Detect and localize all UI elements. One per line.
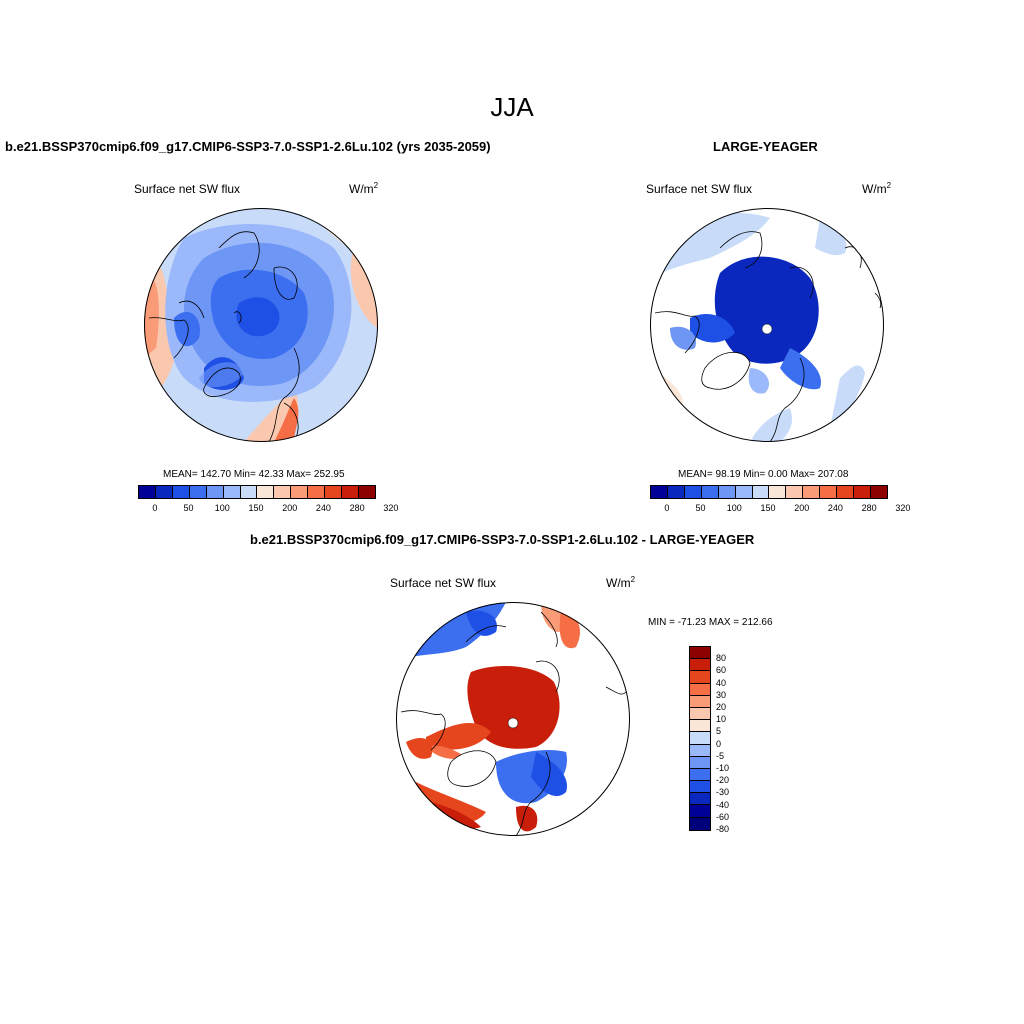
panel2-colorbar-tick-label: 280 [861, 503, 877, 513]
panel3-minmax: MIN = -71.23 MAX = 212.66 [648, 617, 773, 628]
panel1-colorbar-tick-label: 280 [349, 503, 365, 513]
panel1-colorbar-tick-label: 320 [383, 503, 399, 513]
panel3-colorbar-tick-label: 40 [716, 677, 727, 688]
panel3-colorbar-tick-label: 60 [716, 665, 727, 676]
panel3-colorbar-ticks: 80 60 40 30 20 10 5 0 -5 -10 -20 -30 -40 -60 -80 [716, 646, 756, 842]
panel2-stats: MEAN= 98.19 Min= 0.00 Max= 207.08 [678, 469, 849, 480]
panel3-colorbar-cell [690, 781, 710, 794]
panel3-title: b.e21.BSSP370cmip6.f09_g17.CMIP6-SSP3-7.… [250, 532, 755, 547]
main-title: JJA [490, 92, 534, 122]
panel1-colorbar-cell [291, 486, 309, 498]
panel2-units-label: W/m2 [862, 181, 892, 196]
panel2-colorbar-cell [803, 486, 821, 498]
panel1-colorbar [138, 485, 376, 499]
panel1-colorbar-cell [172, 486, 190, 498]
panel2-colorbar-tick-label: 100 [726, 503, 742, 513]
panel1-colorbar-cell [358, 486, 375, 498]
panel1-colorbar-tick-label: 0 [152, 503, 158, 513]
panel2-colorbar-cell [752, 486, 770, 498]
panel2-colorbar-cell [786, 486, 804, 498]
panel3-colorbar-cell [690, 732, 710, 745]
panel3-colorbar-tick-label: -40 [716, 799, 730, 810]
panel2-colorbar-cell [684, 486, 702, 498]
panel3-polar-map [396, 602, 630, 836]
panel1-colorbar-cell [223, 486, 241, 498]
panel2-colorbar-cell [870, 486, 887, 498]
panel3-colorbar-cell [690, 659, 710, 672]
panel3-colorbar-cell [690, 695, 710, 708]
panel3-colorbar-tick-label: 0 [716, 738, 722, 749]
panel1-colorbar-cell [139, 486, 156, 498]
panel3-colorbar-cell [690, 793, 710, 806]
panel2-colorbar-tick-label: 50 [695, 503, 706, 513]
panel2-colorbar-tick-label: 0 [664, 503, 670, 513]
panel2-colorbar [650, 485, 888, 499]
panel2-colorbar-cell [667, 486, 685, 498]
panel2-title: LARGE-YEAGER [713, 139, 818, 154]
panel3-colorbar-tick-label: -20 [716, 775, 730, 786]
panel3-colorbar-tick-label: -30 [716, 787, 730, 798]
panel1-colorbar-tick-label: 150 [248, 503, 264, 513]
panel1-colorbar-cell [206, 486, 224, 498]
panel3-colorbar-cell [690, 805, 710, 818]
panel2-colorbar-cell [837, 486, 855, 498]
panel3-colorbar-tick-label: -5 [716, 750, 725, 761]
panel1-colorbar-tick-label: 50 [183, 503, 194, 513]
panel2-colorbar-cell [735, 486, 753, 498]
panel1-colorbar-cell [257, 486, 275, 498]
panel1-stats: MEAN= 142.70 Min= 42.33 Max= 252.95 [163, 469, 345, 480]
panel3-colorbar-tick-label: -80 [716, 824, 730, 834]
panel3-colorbar-cell [690, 817, 710, 830]
panel2-colorbar-cell [769, 486, 787, 498]
panel1-colorbar-cell [325, 486, 343, 498]
panel2-colorbar-tick-label: 320 [895, 503, 911, 513]
panel3-variable-label: Surface net SW flux [390, 576, 497, 590]
panel2-colorbar-ticks: 0 50 100 150 200 240 280 320 [650, 503, 910, 515]
panel1-colorbar-tick-label: 200 [282, 503, 298, 513]
panel2-colorbar-cell [854, 486, 871, 498]
panel3-units-label: W/m2 [606, 575, 636, 590]
panel3-colorbar-tick-label: 80 [716, 653, 727, 664]
panel2-colorbar-tick-label: 240 [827, 503, 843, 513]
panel1-colorbar-tick-label: 240 [315, 503, 331, 513]
panel3-colorbar-tick-label: 10 [716, 714, 727, 725]
panel3-colorbar-cell [690, 671, 710, 684]
panel3-colorbar-tick-label: 20 [716, 702, 727, 712]
panel3-colorbar-cell [690, 744, 710, 757]
panel2-colorbar-cell [718, 486, 736, 498]
panel3-colorbar-tick-label: 5 [716, 726, 722, 737]
panel1-colorbar-cell [342, 486, 359, 498]
panel1-polar-map [144, 208, 378, 442]
panel1-title: b.e21.BSSP370cmip6.f09_g17.CMIP6-SSP3-7.… [5, 139, 491, 154]
panel3-colorbar-tick-label: 30 [716, 689, 727, 700]
panel1-colorbar-cell [240, 486, 258, 498]
panel1-colorbar-tick-label: 100 [214, 503, 230, 513]
panel2-colorbar-cell [701, 486, 719, 498]
panel2-colorbar-tick-label: 150 [760, 503, 776, 513]
panel2-variable-label: Surface net SW flux [646, 182, 753, 196]
panel1-units-label: W/m2 [349, 181, 379, 196]
panel1-colorbar-ticks: 0 50 100 150 200 240 280 320 [138, 503, 398, 515]
panel3-colorbar-tick-label: -10 [716, 763, 730, 773]
panel1-variable-label: Surface net SW flux [134, 182, 241, 196]
panel1-colorbar-cell [155, 486, 173, 498]
panel3-colorbar-cell [690, 683, 710, 696]
panel3-colorbar-cell [690, 768, 710, 782]
panel3-colorbar-cell [690, 707, 710, 721]
panel2-colorbar-cell [651, 486, 668, 498]
panel1-colorbar-cell [189, 486, 207, 498]
panel3-colorbar-tick-label: -60 [716, 811, 730, 822]
panel3-colorbar-cell [690, 720, 710, 733]
panel2-colorbar-tick-label: 200 [794, 503, 810, 513]
panel3-colorbar-cell [690, 756, 710, 769]
panel2-polar-map [650, 208, 884, 442]
panel1-colorbar-cell [274, 486, 292, 498]
panel3-colorbar-cell [690, 647, 710, 660]
panel3-colorbar [689, 646, 711, 831]
panel1-colorbar-cell [308, 486, 326, 498]
panel2-colorbar-cell [820, 486, 838, 498]
